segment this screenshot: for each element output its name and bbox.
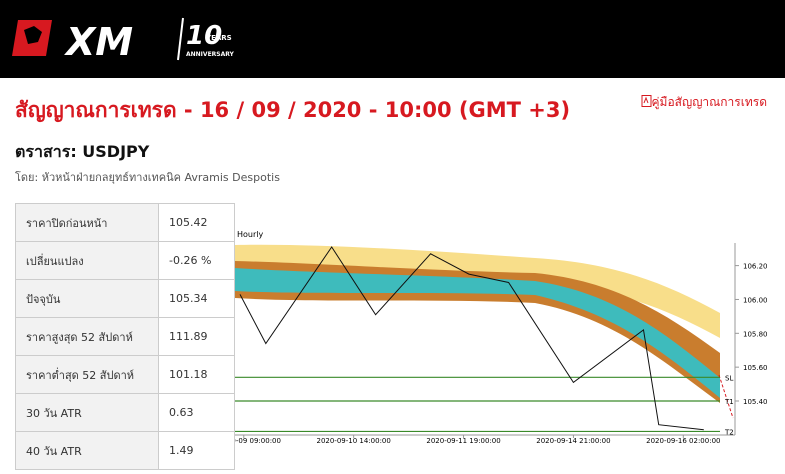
cell-label: 40 วัน ATR	[15, 431, 159, 470]
chart: Hourly 105.40 105.60 105.80 106.00 106.20 202…	[235, 203, 770, 445]
guide-link[interactable]: คู่มือสัญญาณการเทรด	[641, 93, 768, 112]
cell-label: 30 วัน ATR	[15, 393, 159, 432]
pdf-icon	[641, 95, 651, 107]
table-row: ราคาสูงสุด 52 สัปดาห์ 111.89	[15, 317, 235, 356]
y-tick-label: 106.20	[743, 263, 768, 271]
table-row: 40 วัน ATR 1.49	[15, 431, 235, 470]
cell-label: ราคาต่ำสุด 52 สัปดาห์	[15, 355, 159, 394]
level-label: SL	[725, 374, 733, 382]
level-label: T1	[724, 398, 734, 406]
anniversary: ANNIVERSARY	[186, 51, 235, 58]
table-row: ปัจจุบัน 105.34	[15, 279, 235, 318]
x-tick-label: 2020-09-14 21:00:00	[536, 437, 610, 445]
cell-value: 105.42	[158, 203, 235, 242]
logo[interactable]: XM 10 YEARS ANNIVERSARY	[0, 0, 260, 78]
author: โดย: หัวหน้าฝ่ายกลยุทธ์ทางเทคนิค Avramis…	[15, 171, 280, 184]
table-row: เปลี่ยนแปลง -0.26 %	[15, 241, 235, 280]
cell-label: ราคาสูงสุด 52 สัปดาห์	[15, 317, 159, 356]
y-tick-label: 106.00	[743, 296, 768, 304]
header: XM 10 YEARS ANNIVERSARY	[0, 0, 785, 78]
cell-label: ปัจจุบัน	[15, 279, 159, 318]
x-tick-label: 2020-09-10 14:00:00	[316, 437, 390, 445]
page-title: สัญญาณการเทรด - 16 / 09 / 2020 - 10:00 (…	[15, 98, 571, 122]
level-label: T2	[724, 428, 734, 436]
instrument: ตราสาร: USDJPY	[15, 142, 150, 161]
years-number: 10	[186, 21, 222, 51]
years-word: YEARS	[205, 34, 232, 42]
cell-label: ราคาปิดก่อนหน้า	[15, 203, 159, 242]
cell-value: 111.89	[158, 317, 235, 356]
stats-table: ราคาปิดก่อนหน้า 105.42 เปลี่ยนแปลง -0.26 % ป…	[15, 203, 235, 470]
brand: XM	[64, 20, 133, 64]
table-row: ราคาปิดก่อนหน้า 105.42	[15, 203, 235, 242]
x-tick-label: 2020-09-11 19:00:00	[426, 437, 500, 445]
chart-title: Hourly	[237, 230, 263, 239]
table-row: 30 วัน ATR 0.63	[15, 393, 235, 432]
chart-bg	[235, 203, 770, 445]
guide-text[interactable]: คู่มือสัญญาณการเทรด	[651, 95, 768, 109]
cell-value: 1.49	[158, 431, 235, 470]
forecast-arrow	[718, 374, 734, 419]
x-tick-label: 2020-09-16 02:00:00	[646, 437, 720, 445]
table-row: ราคาต่ำสุด 52 สัปดาห์ 101.18	[15, 355, 235, 394]
cell-label: เปลี่ยนแปลง	[15, 241, 159, 280]
cell-value: 105.34	[158, 279, 235, 318]
cell-value: 0.63	[158, 393, 235, 432]
band-inner	[235, 268, 720, 398]
band-mid	[235, 261, 720, 403]
y-tick-label: 105.60	[743, 364, 768, 372]
cell-value: -0.26 %	[158, 241, 235, 280]
zigzag-line	[239, 246, 704, 431]
y-tick-label: 105.80	[743, 330, 768, 338]
y-tick-label: 105.40	[743, 398, 768, 406]
cell-value: 101.18	[158, 355, 235, 394]
x-tick-label: 2020-09-09 09:00:00	[235, 437, 281, 445]
